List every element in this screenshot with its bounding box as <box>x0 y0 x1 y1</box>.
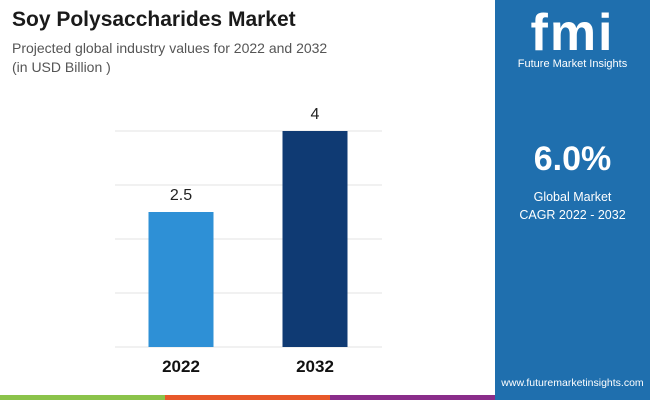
brand-name: Future Market Insights <box>517 58 628 70</box>
cagr-value: 6.0% <box>533 140 612 178</box>
data-label-2032: 4 <box>311 106 320 123</box>
chart-subtitle: Projected global industry values for 202… <box>12 40 328 56</box>
strip-orange <box>165 395 330 400</box>
data-label-2022: 2.5 <box>170 187 192 204</box>
strip-green <box>0 395 165 400</box>
strip-purple <box>330 395 495 400</box>
bar-chart: 2.5 2022 4 2032 <box>115 106 382 376</box>
x-tick-2022: 2022 <box>162 357 200 376</box>
fmi-logo: fmi <box>530 4 615 62</box>
bar-2022 <box>148 212 214 347</box>
cagr-label: Global Market CAGR 2022 - 2032 <box>495 188 650 224</box>
chart-title: Soy Polysaccharides Market <box>12 8 296 31</box>
side-panel: fmi Future Market Insights 6.0% Global M… <box>495 0 650 400</box>
unit-label: (in USD Billion ) <box>12 59 111 75</box>
x-tick-2032: 2032 <box>296 357 334 376</box>
cagr-label-line2: CAGR 2022 - 2032 <box>519 208 626 222</box>
website-link[interactable]: www.futuremarketinsights.com <box>501 377 644 389</box>
cagr-label-line1: Global Market <box>533 190 612 204</box>
bar-2032 <box>282 131 348 347</box>
